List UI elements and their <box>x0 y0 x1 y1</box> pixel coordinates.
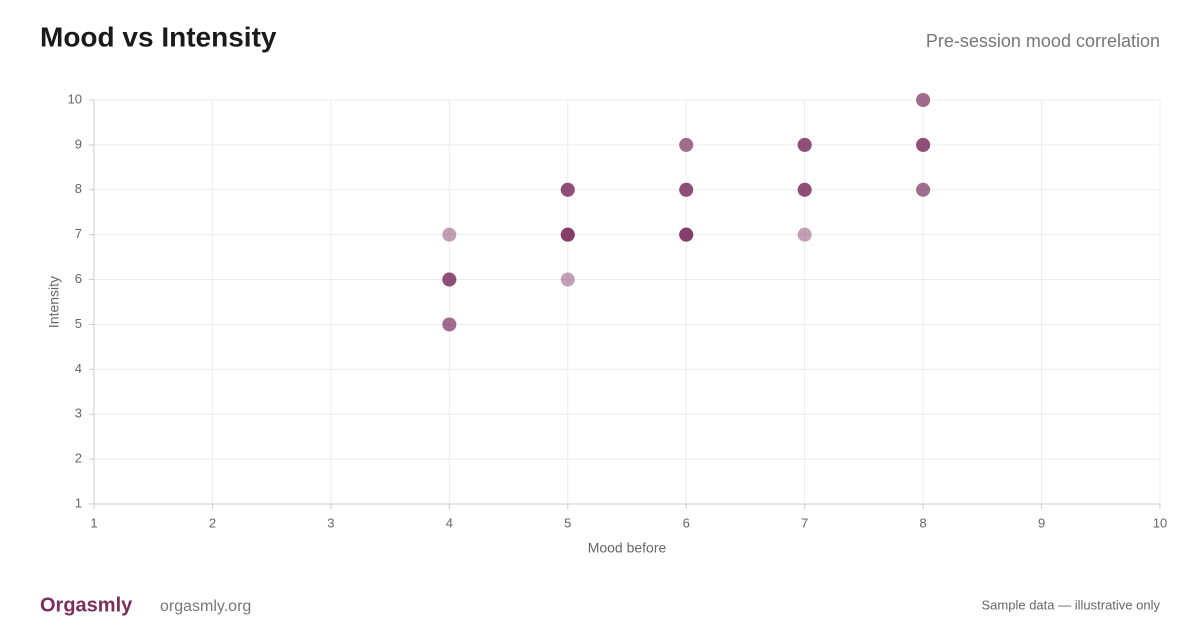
point <box>679 182 694 197</box>
y-tick-label: 6 <box>75 271 82 286</box>
y-tick-label: 9 <box>75 136 82 151</box>
x-axis-label: Mood before <box>588 540 667 556</box>
x-tick-label: 9 <box>1038 515 1045 530</box>
y-tick-label: 4 <box>75 361 82 376</box>
point <box>916 137 931 152</box>
point <box>679 137 694 152</box>
point <box>797 182 812 197</box>
x-tick-label: 10 <box>1153 515 1167 530</box>
y-tick-label: 3 <box>75 406 82 421</box>
x-tick-label: 4 <box>446 515 453 530</box>
y-tick-label: 5 <box>75 316 82 331</box>
point <box>679 137 694 152</box>
brand: Orgasmly <box>40 594 133 616</box>
point <box>560 182 575 197</box>
point <box>679 227 694 242</box>
point <box>560 227 575 242</box>
chart-subtitle: Pre-session mood correlation <box>926 31 1160 51</box>
point <box>679 227 694 242</box>
y-axis-label: Intensity <box>46 276 62 328</box>
point <box>679 227 694 242</box>
point <box>679 182 694 197</box>
point <box>916 182 931 197</box>
footnote: Sample data — illustrative only <box>982 597 1161 612</box>
point <box>797 137 812 152</box>
point <box>442 227 457 242</box>
x-tick-label: 6 <box>683 515 690 530</box>
point <box>679 182 694 197</box>
point <box>560 182 575 197</box>
point <box>679 227 694 242</box>
y-tick-label: 1 <box>75 495 82 510</box>
x-tick-label: 7 <box>801 515 808 530</box>
point <box>442 272 457 287</box>
point <box>442 317 457 332</box>
point <box>442 317 457 332</box>
chart-title: Mood vs Intensity <box>40 21 277 52</box>
point <box>560 227 575 242</box>
point <box>916 93 931 107</box>
point <box>442 272 457 287</box>
site-url: orgasmly.org <box>160 598 251 615</box>
y-tick-label: 2 <box>75 451 82 466</box>
y-tick-label: 7 <box>75 226 82 241</box>
point <box>797 182 812 197</box>
point <box>560 227 575 242</box>
point <box>916 137 931 152</box>
x-tick-label: 5 <box>564 515 571 530</box>
point <box>916 137 931 152</box>
point <box>916 93 931 107</box>
point <box>442 272 457 287</box>
point <box>916 182 931 197</box>
point <box>797 227 812 242</box>
x-tick-label: 8 <box>919 515 926 530</box>
x-tick-label: 2 <box>209 515 216 530</box>
y-tick-label: 10 <box>68 91 82 106</box>
point <box>797 137 812 152</box>
point <box>560 272 575 287</box>
x-tick-label: 1 <box>90 515 97 530</box>
point <box>797 182 812 197</box>
x-tick-label: 3 <box>327 515 334 530</box>
point <box>797 137 812 152</box>
point <box>560 182 575 197</box>
point <box>560 227 575 242</box>
y-tick-label: 8 <box>75 181 82 196</box>
